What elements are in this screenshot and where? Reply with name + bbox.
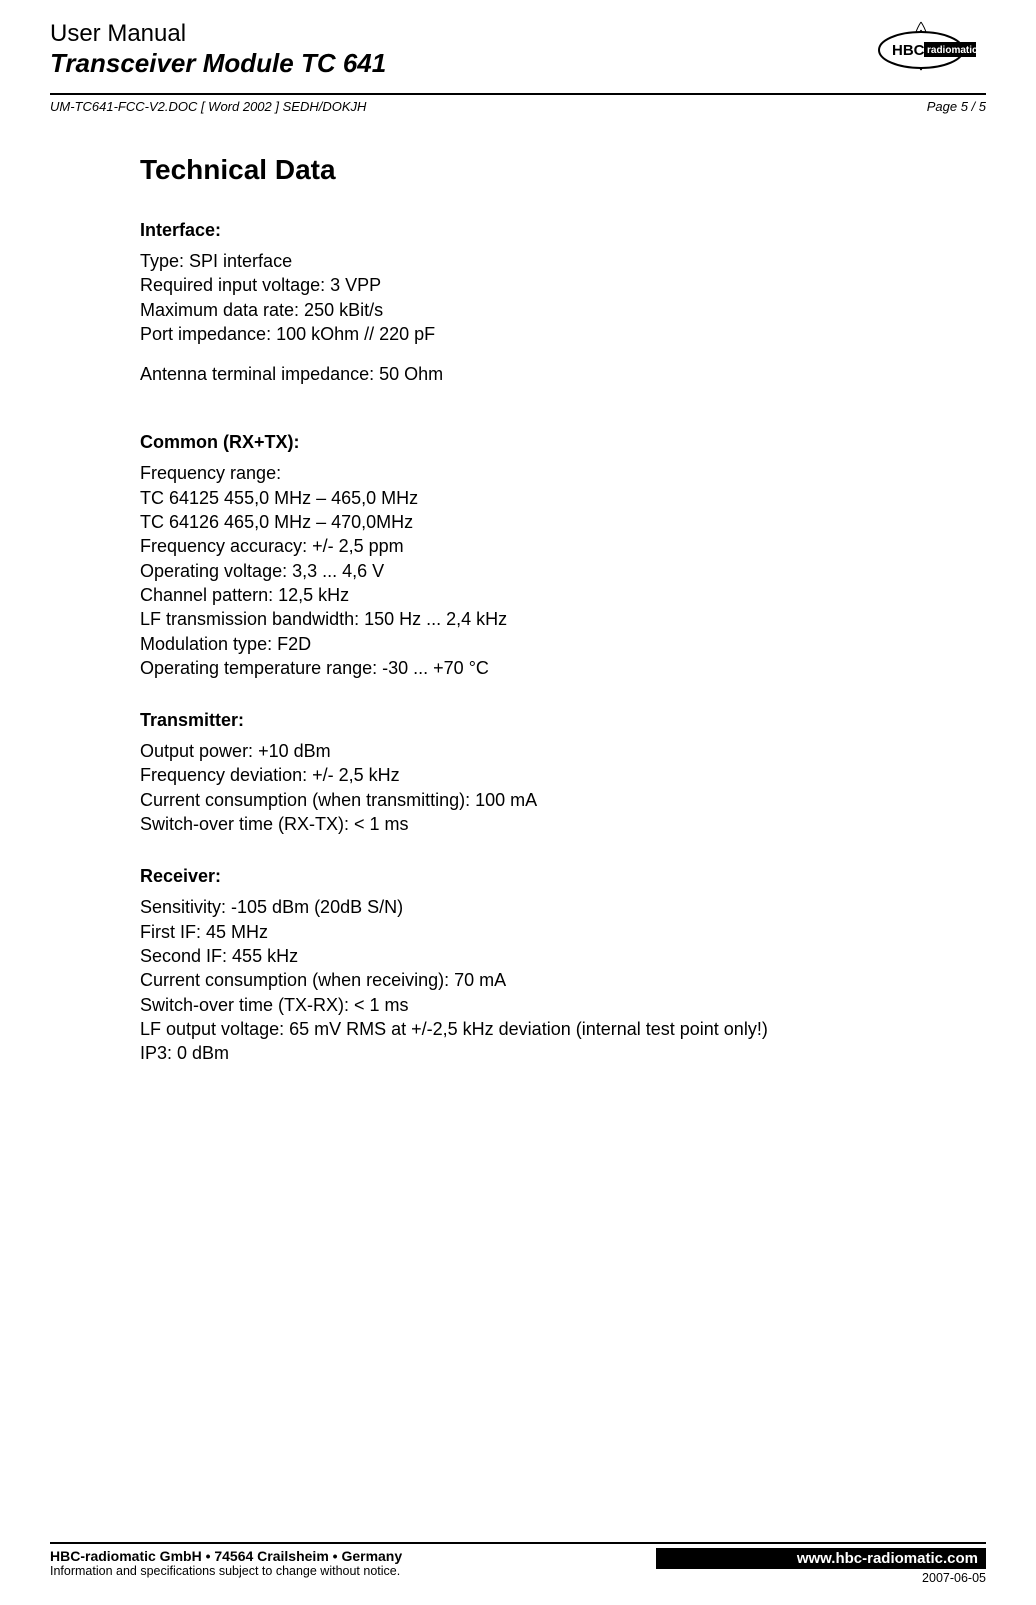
- spec-line: Sensitivity: -105 dBm (20dB S/N): [140, 895, 890, 919]
- spec-line: Port impedance: 100 kOhm // 220 pF: [140, 322, 890, 346]
- spec-line: First IF: 45 MHz: [140, 920, 890, 944]
- section-head-interface: Interface:: [140, 220, 890, 241]
- spec-line: Frequency accuracy: +/- 2,5 ppm: [140, 534, 890, 558]
- spec-line: Switch-over time (RX-TX): < 1 ms: [140, 812, 890, 836]
- page-footer: HBC-radiomatic GmbH • 74564 Crailsheim •…: [50, 1542, 986, 1585]
- section-head-receiver: Receiver:: [140, 866, 890, 887]
- spec-line: LF transmission bandwidth: 150 Hz ... 2,…: [140, 607, 890, 631]
- header-meta-row: UM-TC641-FCC-V2.DOC [ Word 2002 ] SEDH/D…: [50, 99, 986, 114]
- spec-line: LF output voltage: 65 mV RMS at +/-2,5 k…: [140, 1017, 890, 1041]
- spec-line: Antenna terminal impedance: 50 Ohm: [140, 362, 890, 386]
- spec-line: TC 64125 455,0 MHz – 465,0 MHz: [140, 486, 890, 510]
- spec-line: Output power: +10 dBm: [140, 739, 890, 763]
- spec-line: Switch-over time (TX-RX): < 1 ms: [140, 993, 890, 1017]
- spec-line: Modulation type: F2D: [140, 632, 890, 656]
- footer-rule: [50, 1542, 986, 1544]
- hbc-radiomatic-logo: HBC radiomatic: [856, 20, 986, 75]
- footer-company: HBC-radiomatic GmbH • 74564 Crailsheim •…: [50, 1548, 402, 1564]
- content: Technical Data Interface: Type: SPI inte…: [50, 114, 890, 1065]
- spec-line: TC 64126 465,0 MHz – 470,0MHz: [140, 510, 890, 534]
- page-header: User Manual Transceiver Module TC 641 HB…: [50, 20, 986, 87]
- svg-text:HBC: HBC: [892, 42, 925, 59]
- doc-reference: UM-TC641-FCC-V2.DOC [ Word 2002 ] SEDH/D…: [50, 99, 366, 114]
- spec-line: Current consumption (when receiving): 70…: [140, 968, 890, 992]
- header-rule: [50, 93, 986, 95]
- spec-line: Operating voltage: 3,3 ... 4,6 V: [140, 559, 890, 583]
- header-line2: Transceiver Module TC 641: [50, 48, 986, 79]
- spacer: [140, 346, 890, 362]
- spec-line: Frequency deviation: +/- 2,5 kHz: [140, 763, 890, 787]
- page: User Manual Transceiver Module TC 641 HB…: [0, 0, 1036, 1605]
- section-head-common: Common (RX+TX):: [140, 432, 890, 453]
- page-number: Page 5 / 5: [927, 99, 986, 114]
- spacer: [140, 386, 890, 402]
- spec-line: Current consumption (when transmitting):…: [140, 788, 890, 812]
- spec-line: Operating temperature range: -30 ... +70…: [140, 656, 890, 680]
- spec-line: IP3: 0 dBm: [140, 1041, 890, 1065]
- spec-line: Maximum data rate: 250 kBit/s: [140, 298, 890, 322]
- spec-line: Frequency range:: [140, 461, 890, 485]
- footer-left: HBC-radiomatic GmbH • 74564 Crailsheim •…: [50, 1548, 402, 1578]
- svg-text:radiomatic: radiomatic: [927, 45, 978, 56]
- footer-url: www.hbc-radiomatic.com: [656, 1548, 986, 1569]
- spec-line: Type: SPI interface: [140, 249, 890, 273]
- footer-row: HBC-radiomatic GmbH • 74564 Crailsheim •…: [50, 1548, 986, 1585]
- footer-right: www.hbc-radiomatic.com 2007-06-05: [656, 1548, 986, 1585]
- footer-date: 2007-06-05: [656, 1571, 986, 1585]
- spec-line: Channel pattern: 12,5 kHz: [140, 583, 890, 607]
- page-title: Technical Data: [140, 154, 890, 186]
- spec-line: Second IF: 455 kHz: [140, 944, 890, 968]
- section-head-transmitter: Transmitter:: [140, 710, 890, 731]
- footer-info: Information and specifications subject t…: [50, 1564, 402, 1578]
- header-line1: User Manual: [50, 20, 986, 48]
- spec-line: Required input voltage: 3 VPP: [140, 273, 890, 297]
- header-title-block: User Manual Transceiver Module TC 641: [50, 20, 986, 79]
